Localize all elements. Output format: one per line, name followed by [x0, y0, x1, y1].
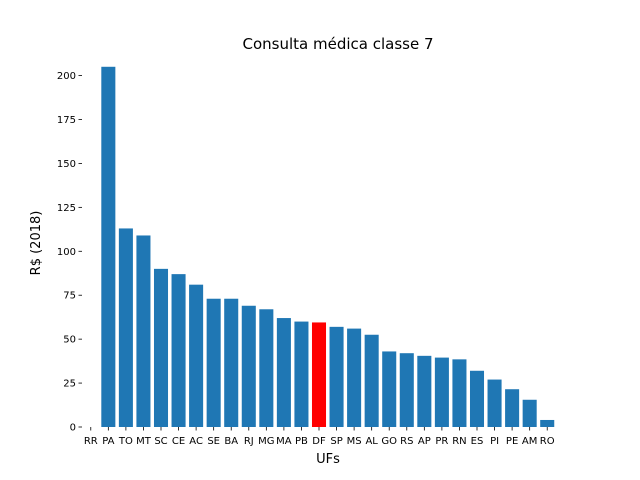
x-tick-label: PR — [435, 436, 448, 447]
x-tick-label: AC — [189, 436, 203, 447]
y-tick-label: 25 — [63, 379, 76, 390]
x-tick-label: MT — [136, 436, 152, 447]
x-tick-label: PA — [102, 436, 114, 447]
y-axis-label: R$ (2018) — [29, 211, 44, 276]
x-tick-label: DF — [312, 436, 326, 447]
x-tick-label: SE — [207, 436, 220, 447]
bar-rj — [241, 305, 256, 427]
bar-al — [364, 334, 379, 427]
x-tick-label: TO — [118, 436, 133, 447]
x-tick-label: RS — [400, 436, 413, 447]
bar-ap — [417, 355, 432, 427]
x-tick-label: AL — [365, 436, 378, 447]
bar-ce — [171, 274, 186, 427]
bar-pi — [487, 379, 502, 427]
bar-rn — [452, 359, 467, 427]
y-axis: 0 25 50 75 100 125 150 175 200 — [57, 71, 82, 434]
x-tick-label: BA — [224, 436, 238, 447]
x-tick-label: AP — [418, 436, 431, 447]
bar-ro — [540, 419, 555, 427]
bar-ac — [189, 284, 204, 427]
bar-df — [311, 322, 327, 427]
bars-group — [101, 66, 555, 428]
bar-rs — [399, 353, 414, 427]
x-tick-label: RN — [452, 436, 466, 447]
bar-pb — [294, 321, 309, 427]
y-tick-label: 150 — [57, 159, 76, 170]
bar-am — [522, 399, 537, 427]
x-axis-label: UFs — [316, 452, 340, 467]
bar-se — [206, 298, 221, 427]
y-tick-label: 200 — [57, 71, 76, 82]
bar-pr — [434, 357, 449, 427]
x-tick-label: CE — [172, 436, 185, 447]
x-tick-label: RR — [84, 436, 98, 447]
bar-mt — [136, 235, 151, 427]
x-tick-label: MS — [347, 436, 362, 447]
y-tick-label: 0 — [70, 423, 76, 434]
bar-pe — [505, 389, 520, 427]
bar-pa — [101, 66, 116, 428]
x-tick-label: MA — [276, 436, 292, 447]
bar-to — [118, 228, 133, 427]
x-tick-label: GO — [381, 436, 397, 447]
x-tick-label: SP — [330, 436, 342, 447]
y-tick-label: 125 — [57, 203, 76, 214]
bar-mg — [259, 309, 274, 427]
bar-go — [382, 351, 397, 427]
bar-sc — [153, 268, 169, 427]
x-axis: RR PA TO MT SC CE AC SE BA RJ MG MA PB DF SP MS AL GO RS AP… — [84, 427, 555, 447]
x-tick-label: RO — [540, 436, 555, 447]
bar-ba — [224, 298, 239, 427]
y-tick-label: 50 — [63, 335, 76, 346]
x-tick-label: PE — [506, 436, 518, 447]
x-tick-label: RJ — [244, 436, 254, 447]
x-tick-label: PB — [295, 436, 308, 447]
chart-title: Consulta médica classe 7 — [242, 35, 433, 53]
y-tick-label: 75 — [63, 291, 76, 302]
x-tick-label: ES — [471, 436, 484, 447]
bar-ma — [276, 318, 291, 427]
y-tick-label: 175 — [57, 115, 76, 126]
x-tick-label: AM — [522, 436, 537, 447]
x-tick-label: PI — [490, 436, 499, 447]
bar-sp — [329, 326, 344, 427]
x-tick-label: SC — [154, 436, 167, 447]
bar-ms — [347, 328, 362, 427]
bar-es — [469, 370, 485, 427]
y-tick-label: 100 — [57, 247, 76, 258]
x-tick-label: MG — [258, 436, 274, 447]
